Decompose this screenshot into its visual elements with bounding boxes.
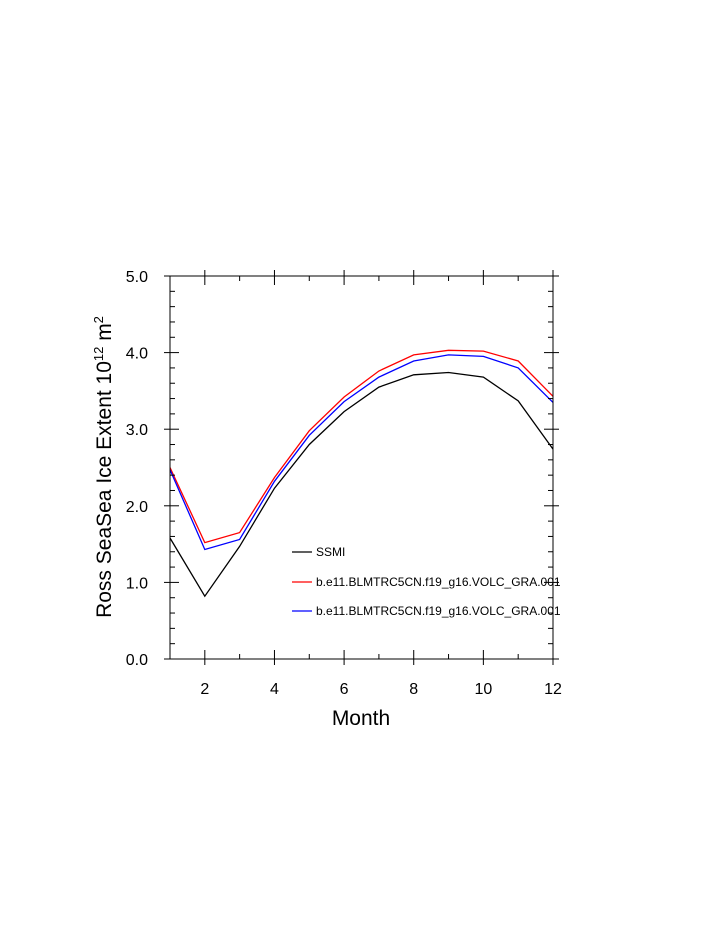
x-tick-label: 4 — [270, 681, 279, 698]
y-axis-title-unit: m — [93, 323, 116, 346]
series-layer — [169, 349, 554, 598]
x-tick-label: 10 — [474, 681, 492, 698]
x-axis-title: Month — [332, 707, 390, 730]
y-axis-title-sup1: 12 — [91, 347, 106, 361]
y-axis-title: Ross SeaSea Ice Extent 1012 m2 — [91, 316, 116, 618]
y-axis-title-main: Ross SeaSea Ice Extent 10 — [93, 361, 116, 618]
y-axis-title-sup2: 2 — [91, 316, 106, 323]
y-tick-label: 0.0 — [126, 652, 148, 669]
x-tick-label: 12 — [544, 681, 562, 698]
x-tick-label: 2 — [200, 681, 209, 698]
y-tick-label: 2.0 — [126, 499, 148, 516]
y-tick-label: 5.0 — [126, 269, 148, 286]
legend-label-1: SSMI — [316, 545, 345, 559]
legend-label-2: b.e11.BLMTRC5CN.f19_g16.VOLC_GRA.001 — [316, 575, 561, 589]
series-line-3 — [169, 354, 554, 551]
x-tick-label: 8 — [409, 681, 418, 698]
y-tick-label: 4.0 — [126, 346, 148, 363]
legend-label-3: b.e11.BLMTRC5CN.f19_g16.VOLC_GRA.001 — [316, 604, 561, 618]
x-tick-labels: 2 4 6 8 10 12 — [200, 681, 562, 698]
series-line-1 — [169, 371, 554, 598]
x-tick-label: 6 — [340, 681, 349, 698]
series-line-2 — [169, 349, 554, 544]
y-tick-labels: 0.0 1.0 2.0 3.0 4.0 5.0 — [126, 269, 148, 669]
y-tick-label: 3.0 — [126, 422, 148, 439]
legend: SSMI b.e11.BLMTRC5CN.f19_g16.VOLC_GRA.001… — [292, 545, 561, 618]
plot-frame — [169, 275, 554, 660]
y-tick-label: 1.0 — [126, 575, 148, 592]
